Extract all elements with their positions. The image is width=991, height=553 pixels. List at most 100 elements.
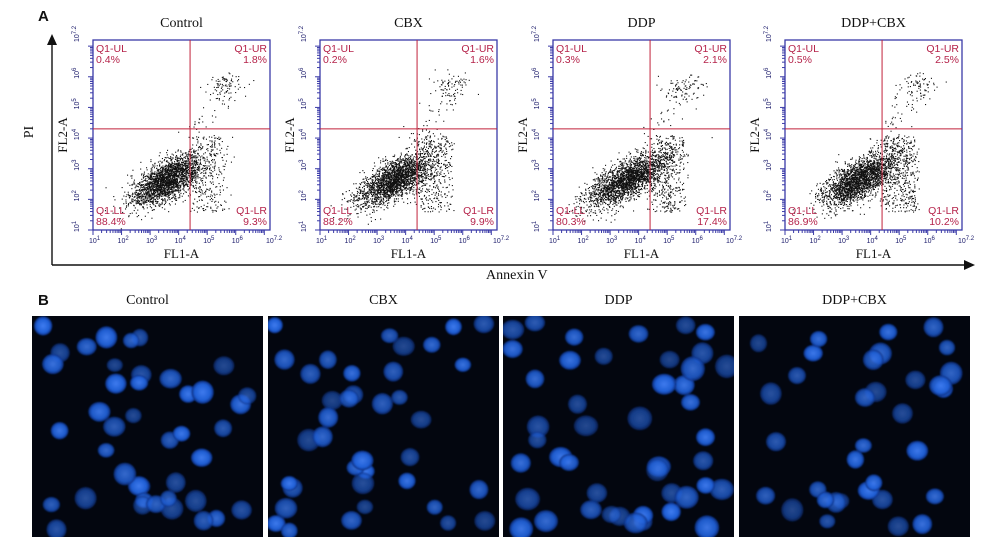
event-dot <box>368 194 370 196</box>
event-dot <box>426 169 428 171</box>
event-dot <box>248 83 250 85</box>
x-tick-label: 102 <box>118 236 130 245</box>
event-dot <box>373 182 375 184</box>
event-dot <box>381 169 383 171</box>
event-dot <box>386 177 388 179</box>
event-dot <box>197 149 199 151</box>
event-dot <box>397 198 399 200</box>
event-dot <box>182 165 184 167</box>
event-dot <box>167 168 169 170</box>
event-dot <box>174 197 176 199</box>
event-dot <box>393 175 395 177</box>
event-dot <box>173 177 175 179</box>
event-dot <box>190 175 192 177</box>
event-dot <box>182 167 184 169</box>
event-dot <box>366 183 368 185</box>
event-dot <box>191 172 193 174</box>
event-dot <box>404 182 406 184</box>
event-dot <box>216 148 218 150</box>
event-dot <box>372 189 374 191</box>
event-dot <box>392 182 394 184</box>
event-dot <box>427 164 429 166</box>
event-dot <box>367 183 369 185</box>
event-dot <box>206 165 208 167</box>
event-dot <box>386 188 388 190</box>
event-dot <box>406 160 408 162</box>
event-dot <box>176 178 178 180</box>
event-dot <box>196 175 198 177</box>
event-dot <box>219 83 221 85</box>
event-dot <box>387 195 389 197</box>
event-dot <box>199 159 201 161</box>
event-dot <box>408 175 410 177</box>
event-dot <box>208 136 210 138</box>
event-dot <box>359 183 361 185</box>
event-dot <box>158 155 160 157</box>
event-dot <box>386 168 388 170</box>
event-dot <box>192 190 194 192</box>
event-dot <box>439 143 441 145</box>
event-dot <box>150 188 152 190</box>
event-dot <box>159 184 161 186</box>
event-dot <box>404 176 406 178</box>
event-dot <box>181 173 183 175</box>
event-dot <box>391 164 393 166</box>
event-dot <box>182 161 184 163</box>
event-dot <box>380 160 382 162</box>
event-dot <box>205 138 207 140</box>
event-dot <box>155 183 157 185</box>
event-dot <box>186 164 188 166</box>
event-dot <box>144 179 146 181</box>
event-dot <box>143 189 145 191</box>
event-dot <box>164 157 166 159</box>
event-dot <box>179 189 181 191</box>
event-dot <box>427 154 429 156</box>
event-dot <box>408 171 410 173</box>
event-dot <box>398 163 400 165</box>
event-dot <box>162 181 164 183</box>
event-dot <box>213 193 215 195</box>
event-dot <box>388 187 390 189</box>
event-dot <box>167 194 169 196</box>
event-dot <box>186 185 188 187</box>
event-dot <box>372 168 374 170</box>
event-dot <box>422 165 424 167</box>
event-dot <box>200 147 202 149</box>
event-dot <box>178 183 180 185</box>
event-dot <box>359 198 361 200</box>
event-dot <box>165 184 167 186</box>
event-dot <box>381 177 383 179</box>
event-dot <box>210 146 212 148</box>
event-dot <box>383 194 385 196</box>
event-dot <box>418 174 420 176</box>
event-dot <box>215 98 217 100</box>
event-dot <box>147 186 149 188</box>
event-dot <box>166 182 168 184</box>
event-dot <box>419 170 421 172</box>
event-dot <box>175 184 177 186</box>
event-dot <box>392 179 394 181</box>
event-dot <box>185 171 187 173</box>
event-dot <box>399 167 401 169</box>
event-dot <box>165 164 167 166</box>
event-dot <box>431 144 433 146</box>
event-dot <box>355 200 357 202</box>
event-dot <box>388 196 390 198</box>
event-dot <box>404 161 406 163</box>
event-dot <box>154 189 156 191</box>
event-dot <box>217 86 219 88</box>
event-dot <box>176 186 178 188</box>
event-dot <box>200 149 202 151</box>
event-dot <box>372 186 374 188</box>
event-dot <box>377 181 379 183</box>
event-dot <box>406 193 408 195</box>
event-dot <box>156 168 158 170</box>
event-dot <box>150 179 152 181</box>
x-tick-exponent: 2 <box>125 236 129 242</box>
event-dot <box>387 174 389 176</box>
event-dot <box>202 121 204 123</box>
event-dot <box>172 181 174 183</box>
event-dot <box>191 178 193 180</box>
event-dot <box>381 182 383 184</box>
event-dot <box>399 162 401 164</box>
